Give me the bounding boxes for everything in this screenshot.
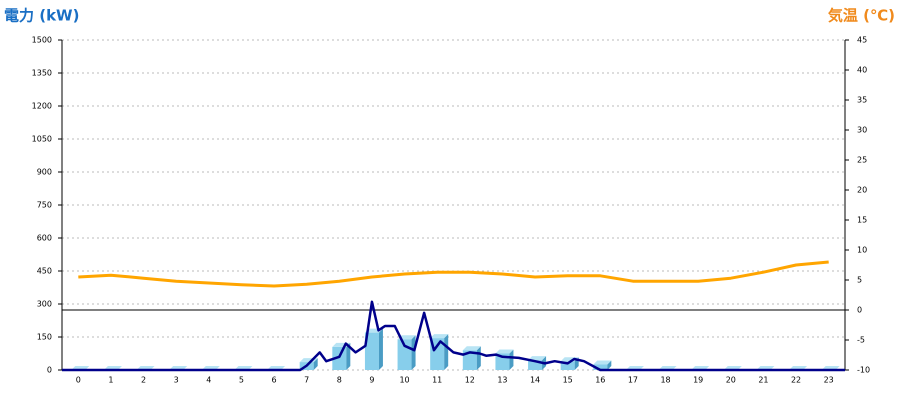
x-tick-label: 23 bbox=[824, 376, 834, 385]
x-tick-label: 6 bbox=[272, 376, 277, 385]
x-tick-label: 15 bbox=[563, 376, 573, 385]
bar-side bbox=[411, 335, 416, 370]
y-tick-label: 750 bbox=[37, 201, 52, 210]
y2-title: 気温 (℃) bbox=[828, 7, 895, 25]
y2-tick-label: -5 bbox=[857, 336, 865, 345]
line bbox=[78, 260, 829, 288]
bar-side bbox=[378, 328, 383, 370]
x-tick-label: 0 bbox=[76, 376, 81, 385]
bar-side bbox=[509, 349, 514, 370]
bar bbox=[462, 350, 477, 370]
y-tick-label: 450 bbox=[37, 267, 52, 276]
y-tick-label: 300 bbox=[37, 300, 52, 309]
x-tick-label: 12 bbox=[465, 376, 475, 385]
x-tick-label: 20 bbox=[726, 376, 736, 385]
x-tick-label: 13 bbox=[497, 376, 507, 385]
y-tick-label: 0 bbox=[47, 366, 52, 375]
bar-group bbox=[462, 346, 481, 370]
y2-tick-label: 30 bbox=[857, 126, 867, 135]
y-tick-label: 900 bbox=[37, 168, 52, 177]
bar-group bbox=[397, 335, 416, 370]
bar-group bbox=[364, 328, 383, 370]
x-tick-label: 21 bbox=[758, 376, 768, 385]
bar-group bbox=[593, 360, 612, 370]
y2-tick-label: 25 bbox=[857, 156, 867, 165]
y2-tick-label: 45 bbox=[857, 36, 867, 45]
bar-side bbox=[313, 358, 318, 370]
x-tick-label: 2 bbox=[141, 376, 146, 385]
y-tick-label: 1050 bbox=[32, 135, 52, 144]
bar bbox=[364, 332, 379, 370]
x-tick-label: 7 bbox=[304, 376, 309, 385]
x-tick-label: 9 bbox=[369, 376, 374, 385]
line bbox=[62, 300, 845, 372]
x-tick-label: 17 bbox=[628, 376, 638, 385]
bar-side bbox=[346, 342, 351, 370]
bar bbox=[560, 361, 575, 370]
x-tick-label: 19 bbox=[693, 376, 703, 385]
y-tick-label: 1350 bbox=[32, 69, 52, 78]
y2-tick-label: 20 bbox=[857, 186, 867, 195]
y-tick-label: 600 bbox=[37, 234, 52, 243]
x-tick-label: 22 bbox=[791, 376, 801, 385]
bar bbox=[332, 346, 347, 370]
y-tick-label: 1500 bbox=[32, 36, 52, 45]
y2-tick-label: 35 bbox=[857, 96, 867, 105]
x-tick-label: 11 bbox=[432, 376, 442, 385]
bar bbox=[593, 364, 608, 370]
bar-top bbox=[430, 334, 449, 339]
y2-tick-label: 5 bbox=[857, 276, 862, 285]
bar bbox=[528, 360, 543, 370]
x-tick-label: 18 bbox=[660, 376, 670, 385]
bar-side bbox=[476, 346, 481, 370]
y2-tick-label: -10 bbox=[857, 366, 870, 375]
y2-tick-label: 0 bbox=[857, 306, 862, 315]
bar-top bbox=[462, 346, 481, 351]
y-title: 電力 (kW) bbox=[4, 7, 79, 25]
x-tick-label: 4 bbox=[206, 376, 211, 385]
x-tick-label: 10 bbox=[399, 376, 409, 385]
x-tick-label: 1 bbox=[108, 376, 113, 385]
y2-tick-label: 15 bbox=[857, 216, 867, 225]
bar-side bbox=[607, 360, 612, 370]
bar-top bbox=[528, 356, 547, 361]
bar-side bbox=[444, 334, 449, 370]
x-tick-label: 14 bbox=[530, 376, 540, 385]
bar-group bbox=[332, 342, 351, 370]
y-tick-label: 1200 bbox=[32, 102, 52, 111]
x-tick-label: 3 bbox=[174, 376, 179, 385]
x-tick-label: 8 bbox=[337, 376, 342, 385]
x-tick-label: 16 bbox=[595, 376, 605, 385]
y2-tick-label: 40 bbox=[857, 66, 867, 75]
y-tick-label: 150 bbox=[37, 333, 52, 342]
bar-top bbox=[593, 360, 612, 365]
y2-tick-label: 10 bbox=[857, 246, 867, 255]
bar-group bbox=[495, 349, 514, 370]
x-tick-label: 5 bbox=[239, 376, 244, 385]
bar-group bbox=[430, 334, 449, 370]
bar-top bbox=[495, 349, 514, 354]
